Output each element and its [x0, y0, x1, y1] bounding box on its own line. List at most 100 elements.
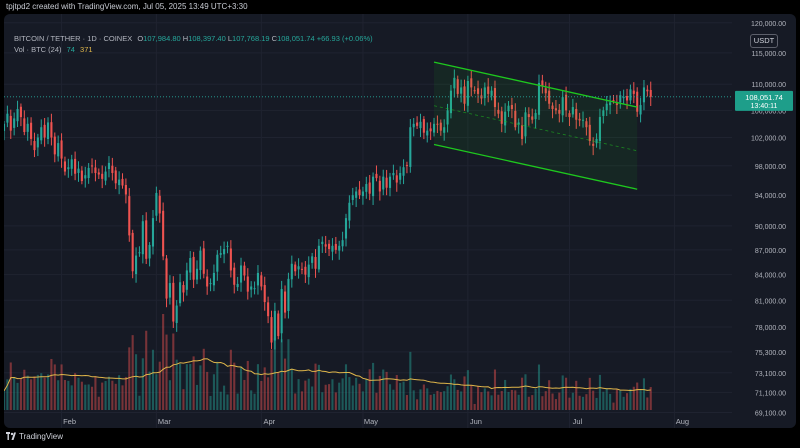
volume-bar	[385, 371, 388, 410]
candle-body	[382, 176, 385, 190]
volume-bar	[43, 377, 46, 410]
volume-bar	[138, 395, 141, 410]
symbol-label[interactable]: BITCOIN / TETHER · 1D · COINEX	[14, 34, 133, 43]
price-axis-label: 115,000.00	[751, 51, 786, 58]
volume-bar	[67, 380, 70, 410]
candle-body	[165, 258, 168, 299]
volume-bar	[294, 393, 297, 410]
time-axis-label: Apr	[264, 417, 276, 426]
volume-bar	[609, 393, 612, 410]
price-chart[interactable]: 120,000.00 115,000.00 110,000.00 106,000.00…	[4, 14, 796, 428]
volume-bar	[189, 363, 192, 410]
candle-body	[101, 173, 104, 179]
candle-body	[605, 103, 608, 111]
volume-bar	[595, 397, 598, 410]
candle-body	[60, 140, 63, 159]
candle-body	[436, 123, 439, 125]
volume-bar	[622, 396, 625, 410]
candle-body	[33, 141, 36, 151]
candle-body	[361, 191, 364, 197]
candle-body	[287, 278, 290, 312]
candle-body	[124, 184, 127, 195]
volume-bar	[548, 380, 551, 410]
candle-body	[483, 87, 486, 99]
candle-body	[148, 244, 151, 259]
volume-bar	[534, 388, 537, 410]
candle-body	[646, 89, 649, 92]
volume-bar	[395, 375, 398, 410]
volume-bar	[449, 374, 453, 410]
volume-bar	[16, 382, 19, 410]
volume-bar	[195, 384, 199, 410]
candle-body	[348, 202, 351, 221]
volume-bar	[124, 376, 127, 410]
candle-body	[84, 175, 87, 179]
volume-bar	[118, 375, 121, 410]
volume-bar	[334, 392, 337, 410]
volume-bar	[487, 391, 490, 410]
volume-bar	[432, 393, 436, 410]
candle-body	[551, 105, 554, 110]
time-axis-label: Mar	[158, 417, 171, 426]
volume-bar	[358, 383, 361, 410]
candle-body	[372, 176, 375, 197]
candle-body	[473, 90, 476, 92]
volume-bar	[9, 362, 12, 410]
chart-panel[interactable]: 120,000.00 115,000.00 110,000.00 106,000.00…	[4, 14, 796, 428]
volume-bar	[483, 388, 486, 410]
candle-body	[70, 159, 73, 169]
candle-body	[63, 161, 66, 172]
volume-legend: Vol · BTC (24) 74 371	[14, 45, 93, 54]
volume-bar	[602, 391, 605, 410]
candle-body	[74, 158, 77, 174]
candle-body	[629, 89, 632, 101]
volume-label[interactable]: Vol · BTC (24)	[14, 45, 62, 54]
volume-bar	[36, 374, 39, 410]
price-axis-label: 84,000.00	[755, 273, 786, 280]
price-axis-label: 102,000.00	[751, 136, 786, 143]
candle-body	[151, 218, 155, 247]
candle-body	[239, 265, 243, 283]
volume-bar	[304, 380, 307, 410]
price-axis-label: 75,300.00	[755, 350, 786, 357]
volume-bar	[527, 396, 530, 410]
volume-bar	[565, 377, 568, 410]
price-axis: 120,000.00 115,000.00 110,000.00 106,000.00…	[751, 21, 786, 418]
volume-bar	[90, 386, 94, 410]
currency-button[interactable]: USDT	[750, 34, 778, 48]
candle-body	[172, 282, 175, 322]
candle-body	[636, 91, 639, 112]
price-axis-label: 90,000.00	[755, 224, 786, 231]
volume-bar	[524, 374, 527, 410]
volume-bar	[324, 384, 327, 410]
candle-body	[246, 276, 249, 292]
candle-body	[487, 86, 490, 94]
candle-body	[392, 173, 395, 176]
candle-body	[405, 165, 408, 167]
volume-bar	[568, 397, 571, 410]
candle-body	[395, 175, 398, 183]
volume-bar	[537, 364, 541, 410]
candle-body	[324, 244, 327, 247]
volume-bar	[270, 349, 273, 410]
candle-body	[571, 107, 574, 115]
price-axis-label: 78,000.00	[755, 325, 786, 332]
candle-body	[402, 167, 405, 176]
price-axis-label: 106,000.00	[751, 108, 786, 115]
low-value: 107,768.19	[232, 34, 270, 43]
candle-body	[602, 110, 605, 117]
volume-bar	[40, 373, 43, 410]
candle-body	[277, 313, 280, 337]
candle-body	[524, 112, 527, 137]
volume-bar	[476, 386, 480, 410]
candle-body	[331, 245, 334, 252]
candle-body	[565, 94, 568, 111]
candle-body	[192, 256, 195, 280]
volume-bar	[87, 384, 90, 410]
volume-bar	[162, 314, 165, 410]
volume-bar	[311, 386, 314, 410]
volume-bar	[629, 388, 632, 410]
volume-bar	[456, 389, 459, 410]
candle-body	[158, 195, 161, 214]
